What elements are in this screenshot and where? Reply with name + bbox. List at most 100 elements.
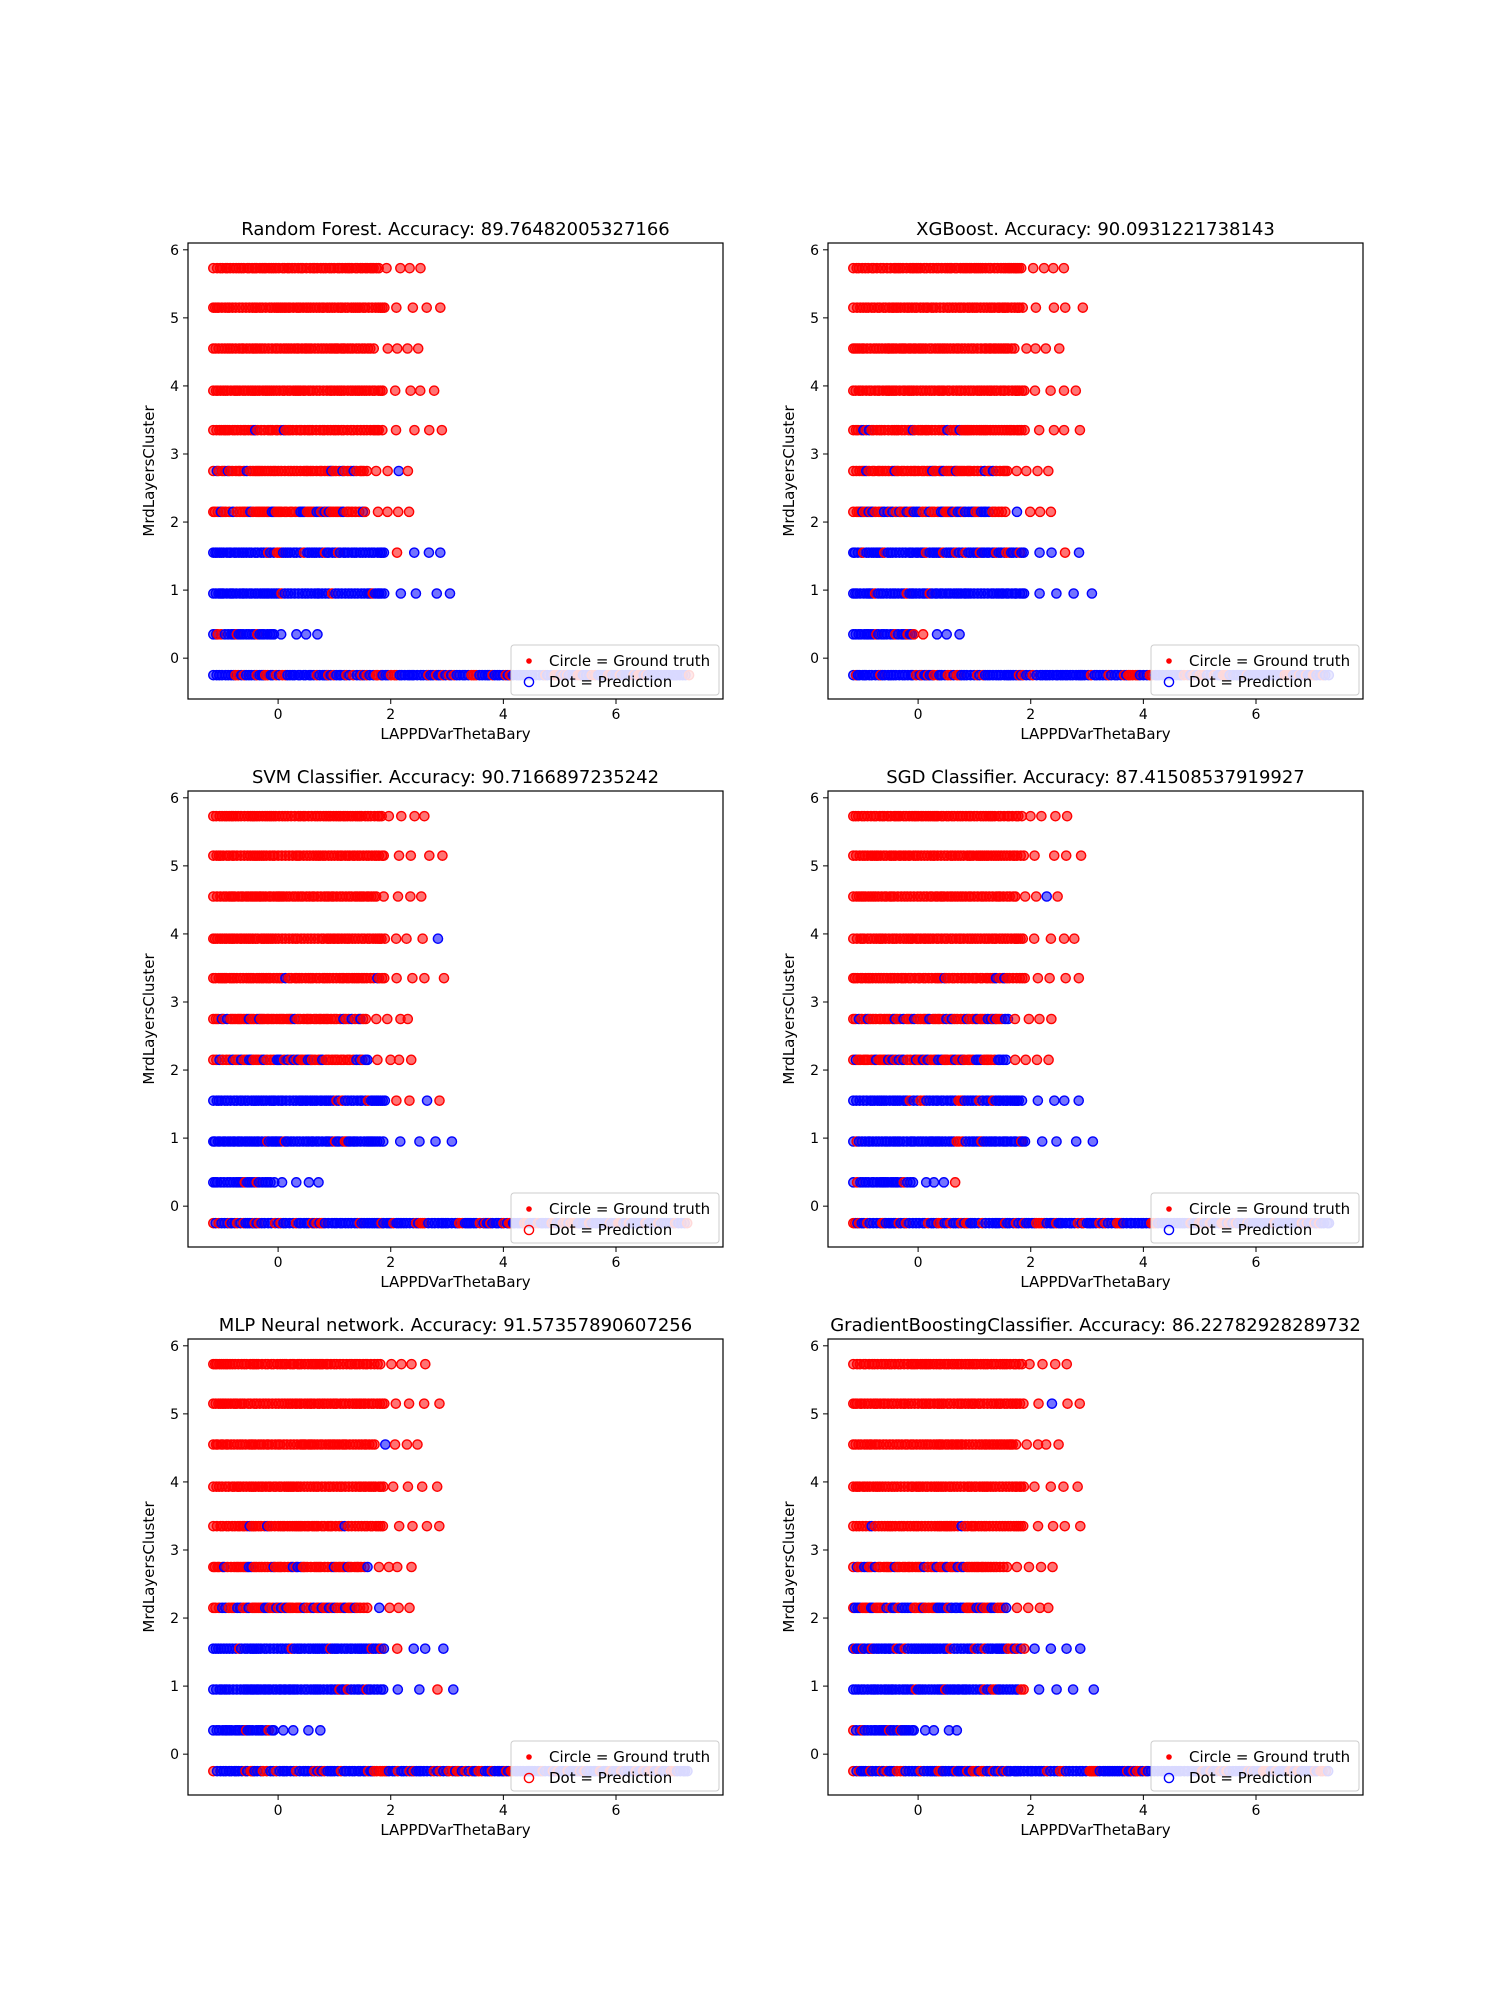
data-point <box>287 1725 299 1736</box>
data-point <box>431 588 443 599</box>
data-point <box>434 1095 445 1106</box>
data-point <box>372 506 384 518</box>
data-point <box>1047 1520 1059 1532</box>
data-point <box>362 1561 373 1573</box>
data-point <box>382 506 393 518</box>
y-tick-label: 4 <box>810 927 819 943</box>
data-point <box>1033 1398 1044 1409</box>
data-point <box>1060 972 1071 984</box>
legend-ground-truth-marker <box>526 658 532 664</box>
legend-prediction-marker <box>523 676 535 688</box>
data-point <box>408 547 420 558</box>
data-point <box>434 1398 445 1409</box>
data-point <box>402 465 414 477</box>
data-point <box>1038 262 1050 274</box>
data-point <box>1047 1561 1058 1573</box>
data-point <box>1049 1095 1060 1106</box>
y-tick-label: 0 <box>810 651 819 667</box>
data-point <box>437 850 448 861</box>
x-tick-label: 0 <box>914 707 923 723</box>
data-point <box>377 1684 389 1695</box>
data-point <box>917 629 929 640</box>
data-point <box>1017 302 1029 313</box>
data-point <box>1016 1095 1028 1106</box>
y-tick-label: 3 <box>810 995 819 1011</box>
y-tick-label: 1 <box>170 1679 179 1695</box>
data-point <box>1019 1136 1031 1147</box>
y-tick-label: 4 <box>810 379 819 395</box>
data-point <box>417 933 428 944</box>
y-tick-label: 4 <box>170 1475 179 1491</box>
legend-ground-truth-label: Circle = Ground truth <box>1189 652 1350 670</box>
data-point <box>1045 933 1057 944</box>
data-point <box>414 385 426 396</box>
data-point <box>1018 547 1029 558</box>
data-point <box>402 1013 414 1025</box>
data-point <box>378 547 390 558</box>
legend-prediction-marker <box>523 1224 535 1236</box>
y-tick-label: 0 <box>170 1199 179 1215</box>
plot-frame <box>187 790 724 1248</box>
data-point <box>1044 972 1055 984</box>
y-axis-label: MrdLayersCluster <box>780 953 798 1085</box>
y-tick-label: 5 <box>170 311 179 327</box>
legend-box <box>1150 1192 1360 1244</box>
data-point <box>419 810 430 822</box>
data-point <box>1048 302 1060 313</box>
data-point <box>419 972 430 984</box>
data-point <box>1041 891 1053 902</box>
legend-prediction-marker <box>1163 1224 1175 1236</box>
data-point <box>938 1177 950 1188</box>
data-point <box>377 385 388 396</box>
data-point <box>392 506 404 518</box>
data-point <box>1015 262 1027 274</box>
data-point <box>1050 810 1061 822</box>
legend-prediction-marker <box>523 1772 535 1784</box>
data-point <box>1001 1561 1013 1573</box>
data-point <box>303 1177 315 1188</box>
data-point <box>378 972 390 984</box>
data-point <box>1058 424 1070 436</box>
data-point <box>1040 1439 1052 1450</box>
data-point <box>276 1177 288 1188</box>
data-point <box>1011 1561 1023 1573</box>
chart-title: SGD Classifier. Accuracy: 87.41508537919… <box>886 767 1305 788</box>
data-point <box>1073 1095 1085 1106</box>
y-tick-label: 0 <box>810 1199 819 1215</box>
data-point <box>383 810 395 822</box>
data-point <box>1051 1136 1062 1147</box>
data-point <box>1023 1013 1035 1025</box>
y-tick-label: 4 <box>810 1475 819 1491</box>
data-point <box>416 1481 428 1492</box>
data-point <box>393 1520 405 1532</box>
y-tick-label: 3 <box>170 995 179 1011</box>
data-point <box>407 972 418 984</box>
data-point <box>1009 1054 1021 1066</box>
data-point <box>1017 933 1029 944</box>
data-point <box>435 302 446 313</box>
data-point <box>395 588 407 599</box>
data-point <box>1087 1136 1099 1147</box>
data-point <box>381 1013 393 1025</box>
data-point <box>1019 891 1031 902</box>
data-point <box>378 1643 390 1654</box>
legend-box <box>510 1192 720 1244</box>
data-point <box>392 891 404 902</box>
data-point <box>360 1013 372 1025</box>
data-point <box>1029 850 1040 861</box>
data-point <box>1019 424 1030 436</box>
data-point <box>1034 1013 1045 1025</box>
y-tick-label: 3 <box>810 1543 819 1559</box>
y-tick-label: 3 <box>170 447 179 463</box>
data-point <box>951 1725 963 1736</box>
data-point <box>428 385 440 396</box>
y-tick-label: 2 <box>170 1063 179 1079</box>
data-point <box>919 1725 931 1736</box>
data-point <box>1067 1684 1079 1695</box>
data-point <box>1037 1358 1048 1370</box>
data-point <box>1029 385 1041 396</box>
data-point <box>405 1054 417 1066</box>
data-point <box>378 588 390 599</box>
data-point <box>268 1725 280 1736</box>
data-point <box>1036 1136 1048 1147</box>
